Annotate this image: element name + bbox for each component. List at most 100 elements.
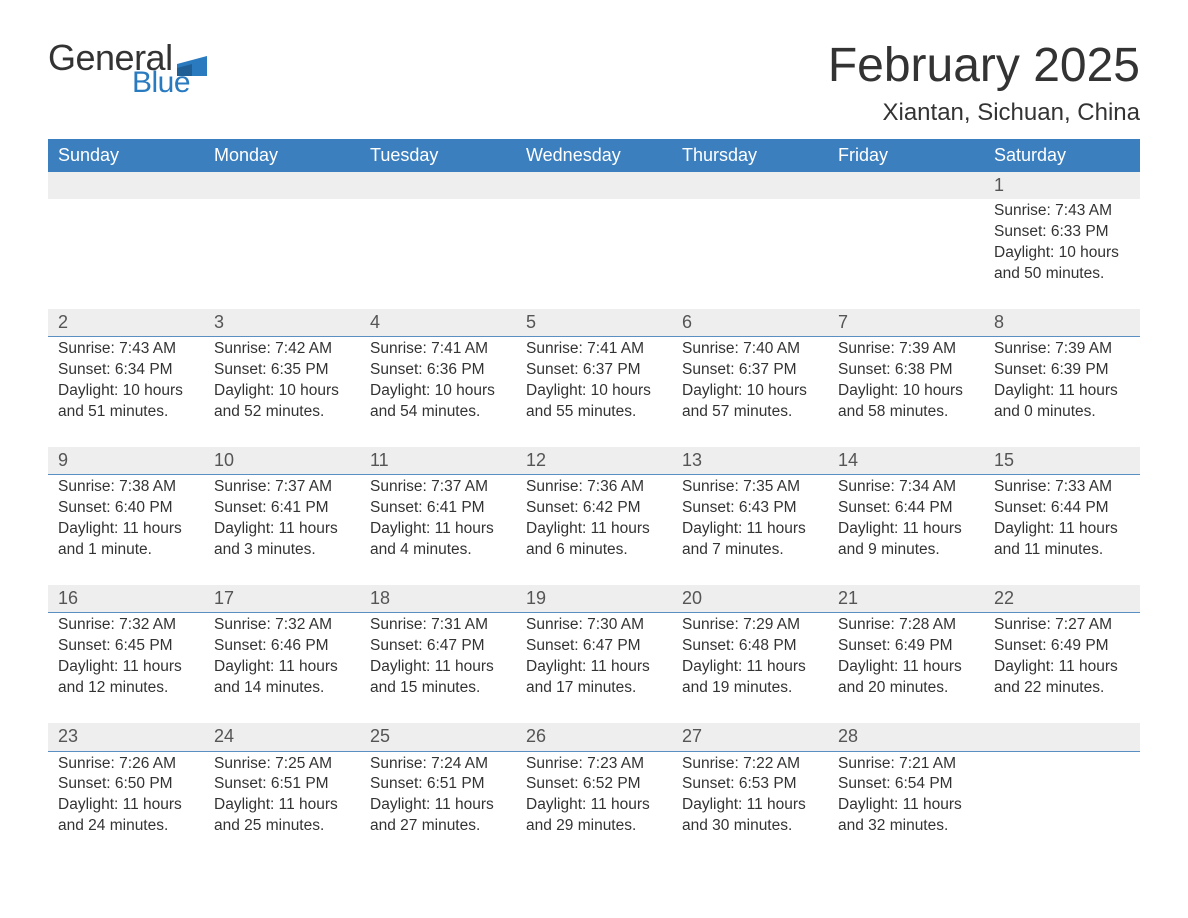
day-detail-cell: Sunrise: 7:32 AMSunset: 6:45 PMDaylight:… (48, 613, 204, 723)
day-detail-cell: Sunrise: 7:39 AMSunset: 6:39 PMDaylight:… (984, 337, 1140, 447)
day-number-cell: 19 (516, 585, 672, 613)
day-detail-cell: Sunrise: 7:24 AMSunset: 6:51 PMDaylight:… (360, 751, 516, 861)
day-detail-text: Sunrise: 7:39 AMSunset: 6:38 PMDaylight:… (834, 337, 978, 423)
day-number-cell: 27 (672, 723, 828, 751)
day-detail-text (366, 199, 510, 201)
calendar-table: Sunday Monday Tuesday Wednesday Thursday… (48, 139, 1140, 861)
week-detail-row: Sunrise: 7:43 AMSunset: 6:34 PMDaylight:… (48, 337, 1140, 447)
day-detail-text: Sunrise: 7:37 AMSunset: 6:41 PMDaylight:… (210, 475, 354, 561)
header: General Blue February 2025 Xiantan, Sich… (48, 40, 1140, 127)
day-number-cell: 23 (48, 723, 204, 751)
day-number-cell: 3 (204, 309, 360, 337)
col-friday: Friday (828, 139, 984, 172)
calendar-header-row: Sunday Monday Tuesday Wednesday Thursday… (48, 139, 1140, 172)
day-detail-cell: Sunrise: 7:23 AMSunset: 6:52 PMDaylight:… (516, 751, 672, 861)
day-detail-text: Sunrise: 7:36 AMSunset: 6:42 PMDaylight:… (522, 475, 666, 561)
day-detail-cell: Sunrise: 7:21 AMSunset: 6:54 PMDaylight:… (828, 751, 984, 861)
day-detail-cell: Sunrise: 7:43 AMSunset: 6:34 PMDaylight:… (48, 337, 204, 447)
month-title: February 2025 (828, 40, 1140, 93)
day-detail-cell: Sunrise: 7:41 AMSunset: 6:36 PMDaylight:… (360, 337, 516, 447)
day-number-cell: 11 (360, 447, 516, 475)
day-number-cell: 6 (672, 309, 828, 337)
week-daynum-row: 232425262728 (48, 723, 1140, 751)
week-daynum-row: 2345678 (48, 309, 1140, 337)
col-monday: Monday (204, 139, 360, 172)
day-detail-cell: Sunrise: 7:41 AMSunset: 6:37 PMDaylight:… (516, 337, 672, 447)
day-number-cell: 28 (828, 723, 984, 751)
day-detail-text: Sunrise: 7:40 AMSunset: 6:37 PMDaylight:… (678, 337, 822, 423)
day-number-cell: 5 (516, 309, 672, 337)
week-detail-row: Sunrise: 7:26 AMSunset: 6:50 PMDaylight:… (48, 751, 1140, 861)
day-detail-text: Sunrise: 7:43 AMSunset: 6:34 PMDaylight:… (54, 337, 198, 423)
day-detail-text (522, 199, 666, 201)
week-daynum-row: 16171819202122 (48, 585, 1140, 613)
day-detail-text: Sunrise: 7:29 AMSunset: 6:48 PMDaylight:… (678, 613, 822, 699)
day-number-cell: 25 (360, 723, 516, 751)
logo: General Blue (48, 40, 207, 98)
day-detail-cell: Sunrise: 7:29 AMSunset: 6:48 PMDaylight:… (672, 613, 828, 723)
day-detail-cell: Sunrise: 7:28 AMSunset: 6:49 PMDaylight:… (828, 613, 984, 723)
col-saturday: Saturday (984, 139, 1140, 172)
day-detail-text: Sunrise: 7:28 AMSunset: 6:49 PMDaylight:… (834, 613, 978, 699)
day-detail-cell (984, 751, 1140, 861)
day-detail-cell: Sunrise: 7:27 AMSunset: 6:49 PMDaylight:… (984, 613, 1140, 723)
logo-text-blue: Blue (132, 68, 207, 98)
day-detail-text: Sunrise: 7:23 AMSunset: 6:52 PMDaylight:… (522, 752, 666, 838)
day-detail-text: Sunrise: 7:31 AMSunset: 6:47 PMDaylight:… (366, 613, 510, 699)
day-number-cell: 26 (516, 723, 672, 751)
day-detail-text: Sunrise: 7:32 AMSunset: 6:45 PMDaylight:… (54, 613, 198, 699)
day-number-cell: 8 (984, 309, 1140, 337)
day-detail-cell: Sunrise: 7:22 AMSunset: 6:53 PMDaylight:… (672, 751, 828, 861)
day-detail-text: Sunrise: 7:25 AMSunset: 6:51 PMDaylight:… (210, 752, 354, 838)
day-detail-text: Sunrise: 7:33 AMSunset: 6:44 PMDaylight:… (990, 475, 1134, 561)
day-number-cell: 10 (204, 447, 360, 475)
location: Xiantan, Sichuan, China (828, 99, 1140, 127)
day-detail-cell: Sunrise: 7:37 AMSunset: 6:41 PMDaylight:… (204, 475, 360, 585)
day-detail-text: Sunrise: 7:37 AMSunset: 6:41 PMDaylight:… (366, 475, 510, 561)
day-detail-text: Sunrise: 7:26 AMSunset: 6:50 PMDaylight:… (54, 752, 198, 838)
day-detail-text: Sunrise: 7:21 AMSunset: 6:54 PMDaylight:… (834, 752, 978, 838)
day-detail-cell: Sunrise: 7:42 AMSunset: 6:35 PMDaylight:… (204, 337, 360, 447)
day-number-cell: 13 (672, 447, 828, 475)
day-detail-text: Sunrise: 7:38 AMSunset: 6:40 PMDaylight:… (54, 475, 198, 561)
day-detail-cell: Sunrise: 7:31 AMSunset: 6:47 PMDaylight:… (360, 613, 516, 723)
day-number-cell (984, 723, 1140, 751)
day-detail-cell: Sunrise: 7:33 AMSunset: 6:44 PMDaylight:… (984, 475, 1140, 585)
day-detail-text (678, 199, 822, 201)
week-daynum-row: 1 (48, 172, 1140, 199)
day-detail-text (54, 199, 198, 201)
day-detail-cell: Sunrise: 7:36 AMSunset: 6:42 PMDaylight:… (516, 475, 672, 585)
day-detail-text (834, 199, 978, 201)
day-detail-text: Sunrise: 7:35 AMSunset: 6:43 PMDaylight:… (678, 475, 822, 561)
col-sunday: Sunday (48, 139, 204, 172)
day-detail-cell: Sunrise: 7:37 AMSunset: 6:41 PMDaylight:… (360, 475, 516, 585)
day-number-cell: 17 (204, 585, 360, 613)
day-number-cell: 9 (48, 447, 204, 475)
day-detail-cell: Sunrise: 7:39 AMSunset: 6:38 PMDaylight:… (828, 337, 984, 447)
day-number-cell (48, 172, 204, 199)
day-number-cell: 20 (672, 585, 828, 613)
day-number-cell (516, 172, 672, 199)
day-number-cell: 2 (48, 309, 204, 337)
day-number-cell: 22 (984, 585, 1140, 613)
day-detail-text: Sunrise: 7:39 AMSunset: 6:39 PMDaylight:… (990, 337, 1134, 423)
day-detail-text: Sunrise: 7:41 AMSunset: 6:36 PMDaylight:… (366, 337, 510, 423)
day-detail-text: Sunrise: 7:30 AMSunset: 6:47 PMDaylight:… (522, 613, 666, 699)
day-number-cell (672, 172, 828, 199)
day-number-cell: 15 (984, 447, 1140, 475)
day-number-cell (360, 172, 516, 199)
day-number-cell: 14 (828, 447, 984, 475)
day-detail-text: Sunrise: 7:34 AMSunset: 6:44 PMDaylight:… (834, 475, 978, 561)
day-detail-cell (516, 199, 672, 309)
day-number-cell: 7 (828, 309, 984, 337)
day-number-cell: 12 (516, 447, 672, 475)
day-detail-text (990, 752, 1134, 754)
day-detail-text: Sunrise: 7:24 AMSunset: 6:51 PMDaylight:… (366, 752, 510, 838)
day-detail-cell: Sunrise: 7:35 AMSunset: 6:43 PMDaylight:… (672, 475, 828, 585)
day-detail-cell: Sunrise: 7:43 AMSunset: 6:33 PMDaylight:… (984, 199, 1140, 309)
calendar-body: 1Sunrise: 7:43 AMSunset: 6:33 PMDaylight… (48, 172, 1140, 861)
week-detail-row: Sunrise: 7:38 AMSunset: 6:40 PMDaylight:… (48, 475, 1140, 585)
week-daynum-row: 9101112131415 (48, 447, 1140, 475)
title-block: February 2025 Xiantan, Sichuan, China (828, 40, 1140, 127)
day-detail-cell: Sunrise: 7:40 AMSunset: 6:37 PMDaylight:… (672, 337, 828, 447)
